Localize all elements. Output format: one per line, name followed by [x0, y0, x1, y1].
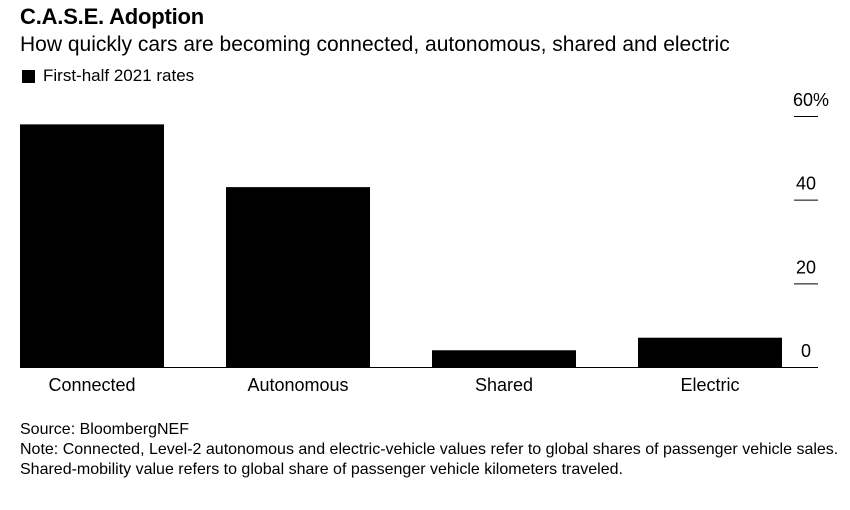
category-label-connected: Connected [48, 375, 135, 395]
chart-footer: Source: BloombergNEF Note: Connected, Le… [20, 420, 840, 480]
category-label-shared: Shared [475, 375, 533, 395]
y-tick-label-0: 0 [801, 341, 811, 361]
bar-autonomous [226, 187, 370, 367]
y-tick-label-40: 40 [796, 174, 816, 194]
bar-shared [432, 350, 576, 367]
y-tick-label-60: 60% [793, 90, 829, 110]
note-text: Note: Connected, Level-2 autonomous and … [20, 441, 839, 478]
chart-subtitle: How quickly cars are becoming connected,… [20, 33, 730, 56]
source-text: Source: BloombergNEF [20, 421, 189, 438]
bar-chart: Connected Autonomous Shared Electric 0 20 40 60… [20, 90, 829, 395]
category-label-autonomous: Autonomous [247, 375, 348, 395]
bar-electric [638, 337, 782, 367]
legend: First-half 2021 rates [22, 66, 194, 86]
category-label-electric: Electric [680, 375, 739, 395]
legend-label: First-half 2021 rates [43, 66, 195, 85]
bar-connected [20, 124, 164, 367]
chart-title: C.A.S.E. Adoption [20, 4, 204, 29]
y-tick-label-20: 20 [796, 257, 816, 277]
legend-swatch [22, 69, 35, 83]
